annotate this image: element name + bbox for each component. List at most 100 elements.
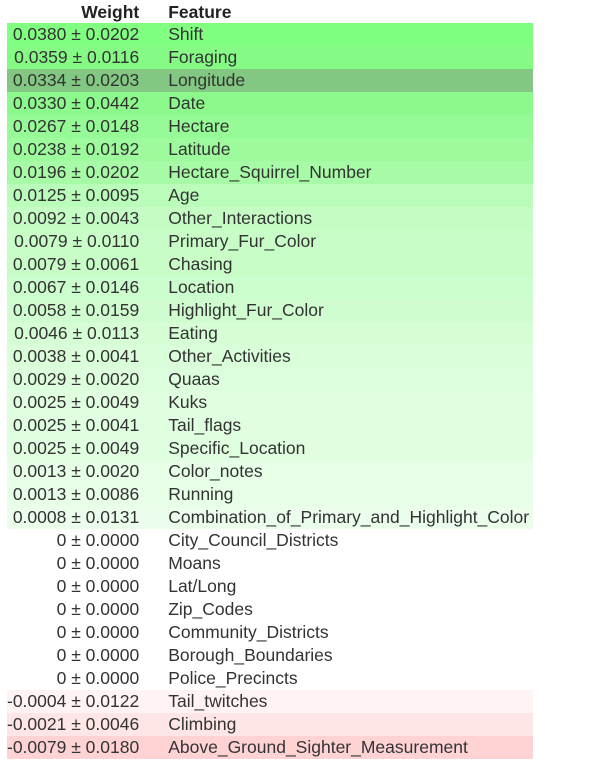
feature-name: Longitude [168,70,246,90]
feature-name: Eating [168,323,218,343]
feature-name: Tail_twitches [168,691,268,711]
feature-name: Combination_of_Primary_and_Highlight_Col… [168,507,530,527]
feature-name: Hectare_Squirrel_Number [168,162,372,182]
weight-value: 0.0267 ± 0.0148 [12,116,140,136]
table-row: 0 ± 0.0000 Community_Districts [7,621,534,644]
table-body: 0.0380 ± 0.0202 Shift 0.0359 ± 0.0116 Forag… [7,23,534,759]
feature-name: Other_Interactions [168,208,313,228]
table-row: 0.0038 ± 0.0041 Other_Activities [7,345,534,368]
feature-name: Lat/Long [168,576,237,596]
weight-value: 0.0025 ± 0.0049 [12,438,140,458]
table-row: 0.0046 ± 0.0113 Eating [7,322,534,345]
feature-name: Tail_flags [168,415,242,435]
feature-name: Kuks [168,392,208,412]
weight-value: 0.0079 ± 0.0110 [14,231,140,251]
table-row: 0.0092 ± 0.0043 Other_Interactions [7,207,534,230]
feature-name: Highlight_Fur_Color [168,300,324,320]
weight-value: 0.0025 ± 0.0041 [12,415,140,435]
table-row: 0.0029 ± 0.0020 Quaas [7,368,534,391]
table-row: 0.0125 ± 0.0095 Age [7,184,534,207]
table-row: -0.0021 ± 0.0046 Climbing [7,713,534,736]
feature-name: Age [168,185,200,205]
weight-value: 0 ± 0.0000 [56,576,140,596]
feature-weights-table: Weight Feature 0.0380 ± 0.0202 Shift 0.035… [7,1,534,759]
table-row: 0.0025 ± 0.0049 Kuks [7,391,534,414]
table-row: 0.0058 ± 0.0159 Highlight_Fur_Color [7,299,534,322]
weight-value: 0.0046 ± 0.0113 [14,323,140,343]
table-row: 0.0196 ± 0.0202 Hectare_Squirrel_Number [7,161,534,184]
feature-name: Community_Districts [168,622,329,642]
weight-value: 0.0380 ± 0.0202 [12,24,140,44]
weight-value: 0.0334 ± 0.0203 [12,70,140,90]
weight-value: 0 ± 0.0000 [56,553,140,573]
weight-value: 0.0013 ± 0.0020 [12,461,140,481]
weight-value: -0.0004 ± 0.0122 [7,691,140,711]
feature-name: Color_notes [168,461,263,481]
feature-name: Running [168,484,234,504]
table-row: 0 ± 0.0000 Moans [7,552,534,575]
feature-name: Quaas [168,369,220,389]
weight-value: -0.0021 ± 0.0046 [7,714,140,734]
feature-name: Zip_Codes [168,599,253,619]
table-row: 0.0067 ± 0.0146 Location [7,276,534,299]
feature-name: Specific_Location [168,438,306,458]
feature-name: Above_Ground_Sighter_Measurement [168,737,468,757]
weight-value: 0.0038 ± 0.0041 [12,346,140,366]
table-row: 0 ± 0.0000 City_Council_Districts [7,529,534,552]
table-row: 0.0013 ± 0.0086 Running [7,483,534,506]
table-row: 0 ± 0.0000 Lat/Long [7,575,534,598]
feature-column-header: Feature [168,1,232,22]
table-row: 0.0079 ± 0.0110 Primary_Fur_Color [7,230,534,253]
table-row: 0.0330 ± 0.0442 Date [7,92,534,115]
weight-value: 0.0125 ± 0.0095 [12,185,140,205]
table-row: 0.0267 ± 0.0148 Hectare [7,115,534,138]
weight-value: 0.0330 ± 0.0442 [12,93,140,113]
table-header: Weight Feature [7,1,533,23]
feature-name: Police_Precincts [168,668,298,688]
feature-name: City_Council_Districts [168,530,339,550]
feature-name: Foraging [168,47,238,67]
weight-value: 0.0013 ± 0.0086 [12,484,140,504]
table-row: 0.0013 ± 0.0020 Color_notes [7,460,534,483]
weight-value: 0.0025 ± 0.0049 [12,392,140,412]
weight-value: 0.0058 ± 0.0159 [12,300,140,320]
weight-value: 0 ± 0.0000 [56,530,140,550]
weight-value: 0 ± 0.0000 [56,645,140,665]
weight-value: 0.0079 ± 0.0061 [12,254,140,274]
feature-name: Chasing [168,254,233,274]
table-row: 0.0334 ± 0.0203 Longitude [7,69,534,92]
table-row: 0.0008 ± 0.0131 Combination_of_Primary_an… [7,506,534,529]
weight-value: 0.0359 ± 0.0116 [14,47,140,67]
feature-name: Borough_Boundaries [168,645,333,665]
weight-value: 0.0067 ± 0.0146 [12,277,140,297]
feature-name: Hectare [168,116,230,136]
feature-name: Date [168,93,206,113]
feature-name: Primary_Fur_Color [168,231,317,251]
table-row: 0 ± 0.0000 Zip_Codes [7,598,534,621]
feature-name: Climbing [168,714,237,734]
table-row: 0.0380 ± 0.0202 Shift [7,23,534,46]
feature-name: Moans [168,553,221,573]
table-row: -0.0079 ± 0.0180 Above_Ground_Sighter_Mea… [7,736,534,759]
weight-value: 0 ± 0.0000 [56,599,140,619]
weight-value: 0 ± 0.0000 [56,668,140,688]
table-row: 0.0359 ± 0.0116 Foraging [7,46,534,69]
feature-name: Shift [168,24,204,44]
table-row: 0.0025 ± 0.0049 Specific_Location [7,437,534,460]
weight-value: 0.0238 ± 0.0192 [12,139,140,159]
table-row: 0 ± 0.0000 Police_Precincts [7,667,534,690]
weight-value: 0.0008 ± 0.0131 [12,507,140,527]
weight-value: 0 ± 0.0000 [56,622,140,642]
table-row: 0.0238 ± 0.0192 Latitude [7,138,534,161]
weight-value: 0.0196 ± 0.0202 [12,162,140,182]
header-row: Weight Feature [7,1,533,23]
weight-value: 0.0029 ± 0.0020 [12,369,140,389]
feature-name: Latitude [168,139,231,159]
table-row: 0.0025 ± 0.0041 Tail_flags [7,414,534,437]
feature-name: Other_Activities [168,346,291,366]
table-row: 0 ± 0.0000 Borough_Boundaries [7,644,534,667]
table-row: -0.0004 ± 0.0122 Tail_twitches [7,690,534,713]
weight-value: -0.0079 ± 0.0180 [7,737,140,757]
weight-column-header: Weight [81,1,140,22]
table-row: 0.0079 ± 0.0061 Chasing [7,253,534,276]
